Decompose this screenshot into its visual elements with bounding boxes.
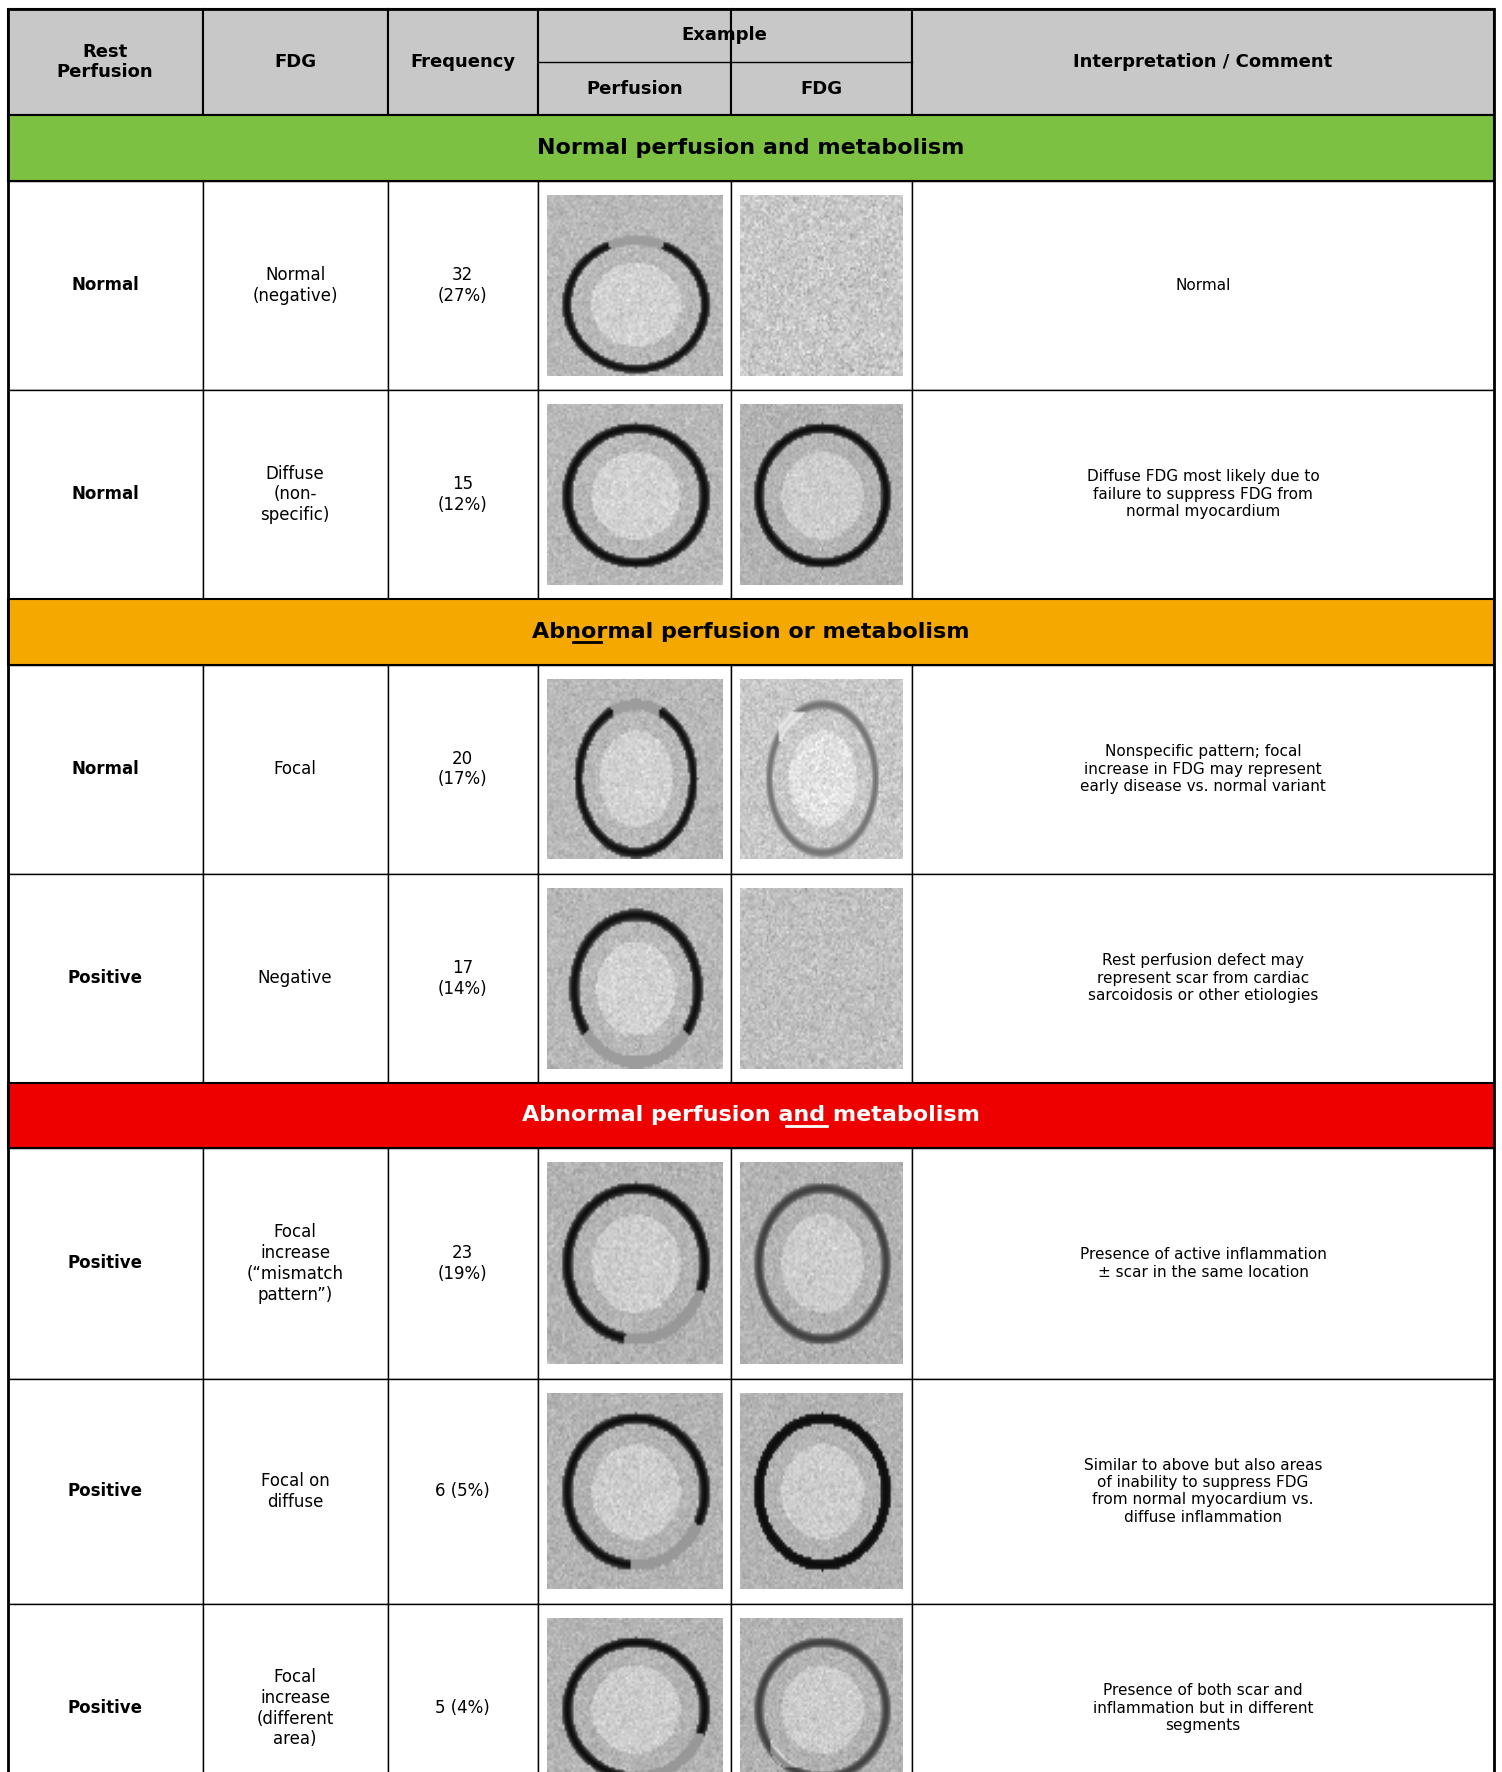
Bar: [388, 390, 538, 599]
Text: Normal: Normal: [71, 486, 140, 503]
Text: 32
(27%): 32 (27%): [437, 266, 488, 305]
Text: Similar to above but also areas
of inability to suppress FDG
from normal myocard: Similar to above but also areas of inabi…: [1084, 1458, 1322, 1524]
Text: Perfusion: Perfusion: [586, 80, 683, 97]
Bar: [388, 1148, 538, 1379]
Bar: [731, 664, 912, 874]
Bar: [731, 9, 912, 115]
Bar: [912, 9, 1494, 115]
Text: Normal: Normal: [1176, 278, 1230, 292]
Text: Normal: Normal: [71, 760, 140, 778]
Text: FDG: FDG: [801, 80, 843, 97]
Text: 6 (5%): 6 (5%): [436, 1481, 490, 1501]
Bar: [388, 1379, 538, 1604]
Text: Presence of active inflammation
± scar in the same location: Presence of active inflammation ± scar i…: [1080, 1247, 1326, 1279]
Bar: [912, 390, 1494, 599]
Text: Positive: Positive: [68, 969, 143, 987]
Bar: [203, 1379, 388, 1604]
Bar: [203, 9, 388, 115]
Bar: [388, 9, 538, 115]
Text: Negative: Negative: [258, 969, 332, 987]
Text: Positive: Positive: [68, 1699, 143, 1717]
Bar: [912, 181, 1494, 390]
Bar: [912, 1604, 1494, 1772]
Bar: [8, 9, 203, 115]
Text: Normal
(negative): Normal (negative): [252, 266, 338, 305]
Text: Rest perfusion defect may
represent scar from cardiac
sarcoidosis or other etiol: Rest perfusion defect may represent scar…: [1087, 953, 1319, 1003]
Bar: [731, 181, 912, 390]
Bar: [8, 390, 203, 599]
Bar: [538, 390, 731, 599]
Text: Diffuse
(non-
specific): Diffuse (non- specific): [260, 464, 330, 525]
Text: FDG: FDG: [273, 53, 317, 71]
Text: 5 (4%): 5 (4%): [436, 1699, 490, 1717]
Text: Normal: Normal: [71, 276, 140, 294]
Bar: [388, 1604, 538, 1772]
Bar: [8, 1379, 203, 1604]
Bar: [912, 1148, 1494, 1379]
Bar: [731, 1148, 912, 1379]
Bar: [538, 9, 731, 115]
Bar: [8, 1148, 203, 1379]
Text: Interpretation / Comment: Interpretation / Comment: [1074, 53, 1332, 71]
Text: Frequency: Frequency: [410, 53, 515, 71]
Bar: [538, 1604, 731, 1772]
Bar: [538, 1148, 731, 1379]
Bar: [203, 874, 388, 1083]
Bar: [731, 1604, 912, 1772]
Bar: [8, 874, 203, 1083]
Bar: [388, 664, 538, 874]
Bar: [8, 599, 1494, 664]
Text: Presence of both scar and
inflammation but in different
segments: Presence of both scar and inflammation b…: [1093, 1683, 1313, 1733]
Text: Abnormal perfusion and metabolism: Abnormal perfusion and metabolism: [523, 1106, 979, 1125]
Text: Normal perfusion and metabolism: Normal perfusion and metabolism: [538, 138, 964, 158]
Text: Example: Example: [682, 27, 768, 44]
Text: Positive: Positive: [68, 1255, 143, 1272]
Text: 23
(19%): 23 (19%): [437, 1244, 488, 1283]
Bar: [912, 1379, 1494, 1604]
Bar: [203, 1148, 388, 1379]
Text: Focal
increase
(different
area): Focal increase (different area): [257, 1667, 333, 1749]
Bar: [538, 874, 731, 1083]
Bar: [731, 1379, 912, 1604]
Bar: [912, 874, 1494, 1083]
Bar: [731, 390, 912, 599]
Bar: [8, 1604, 203, 1772]
Bar: [8, 181, 203, 390]
Bar: [538, 664, 731, 874]
Text: Rest
Perfusion: Rest Perfusion: [57, 43, 153, 82]
Bar: [8, 115, 1494, 181]
Text: Diffuse FDG most likely due to
failure to suppress FDG from
normal myocardium: Diffuse FDG most likely due to failure t…: [1087, 470, 1319, 519]
Bar: [388, 181, 538, 390]
Bar: [203, 390, 388, 599]
Text: 15
(12%): 15 (12%): [437, 475, 488, 514]
Bar: [912, 664, 1494, 874]
Bar: [8, 664, 203, 874]
Bar: [388, 874, 538, 1083]
Text: Focal on
diffuse: Focal on diffuse: [261, 1473, 329, 1510]
Text: 17
(14%): 17 (14%): [437, 959, 488, 998]
Text: 20
(17%): 20 (17%): [437, 750, 488, 789]
Text: Positive: Positive: [68, 1481, 143, 1501]
Text: Nonspecific pattern; focal
increase in FDG may represent
early disease vs. norma: Nonspecific pattern; focal increase in F…: [1080, 744, 1326, 794]
Text: Focal
increase
(“mismatch
pattern”): Focal increase (“mismatch pattern”): [246, 1223, 344, 1304]
Bar: [8, 1083, 1494, 1148]
Bar: [538, 1379, 731, 1604]
Text: Abnormal perfusion or metabolism: Abnormal perfusion or metabolism: [532, 622, 970, 641]
Bar: [731, 874, 912, 1083]
Bar: [203, 664, 388, 874]
Text: Focal: Focal: [273, 760, 317, 778]
Bar: [203, 181, 388, 390]
Bar: [538, 181, 731, 390]
Bar: [203, 1604, 388, 1772]
